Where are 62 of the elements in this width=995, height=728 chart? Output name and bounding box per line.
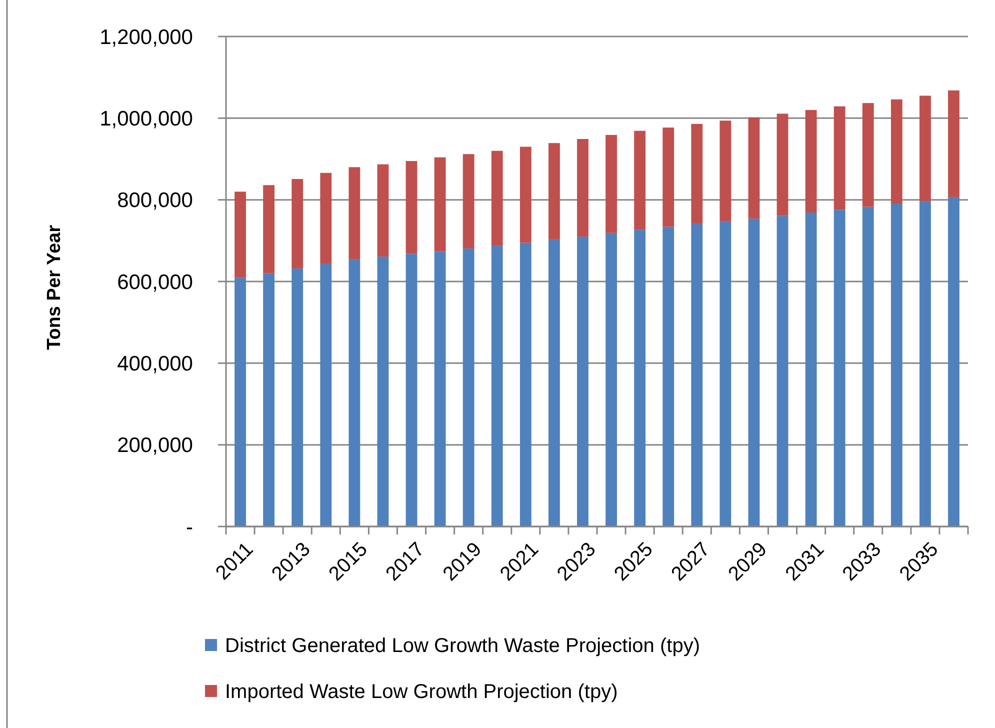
bar [406,254,418,526]
bar [491,150,503,246]
bar [548,239,560,526]
legend-label: Imported Waste Low Growth Projection (tpy) [225,681,618,703]
bar [234,278,246,526]
bar [948,90,960,197]
bar [520,146,532,243]
bar [919,201,931,526]
bar [263,273,275,526]
y-tick-label: 400,000 [117,352,193,376]
bar [263,185,275,274]
bar [834,106,846,210]
bar [548,143,560,240]
bar [919,96,931,202]
bar [348,259,360,526]
bar [776,216,788,526]
bar [577,138,588,237]
bar [634,130,646,230]
bar [634,230,646,526]
bar [720,120,732,222]
bar [292,268,304,526]
bar [862,206,874,526]
bar [577,236,588,526]
y-tick-label: 800,000 [117,189,193,212]
bar [491,246,503,526]
y-tick-label: 600,000 [117,270,193,294]
bar [462,248,474,526]
bar [320,264,332,526]
bar [377,256,389,526]
bar [720,221,732,526]
y-axis-title: Tons Per Year [44,224,65,350]
bar [662,226,674,526]
bar [462,154,474,248]
bar [890,204,902,526]
bar [748,117,760,219]
bar [948,196,960,526]
y-tick-label: 200,000 [117,434,193,458]
bar [606,232,617,526]
bar [234,192,246,278]
bar [834,210,846,526]
bar [292,179,304,268]
bar [377,164,389,257]
bar [776,114,788,216]
bar [890,99,902,204]
bar [320,172,332,264]
bar [691,224,703,526]
y-tick-label: 1,000,000 [100,108,193,131]
y-tick-label: 1,200,000 [100,26,193,49]
bar [691,124,703,224]
bar [348,167,360,260]
bar [520,242,532,526]
bar [606,134,617,233]
legend-label: District Generated Low Growth Waste Projection (tpy) [225,635,700,657]
bar [862,103,874,207]
bar [748,218,760,526]
y-tick-label: - [186,516,193,539]
bar [406,161,418,254]
bar [434,251,446,526]
bar [805,110,817,212]
bar [805,212,817,526]
bar [662,128,674,227]
bar [434,157,446,252]
